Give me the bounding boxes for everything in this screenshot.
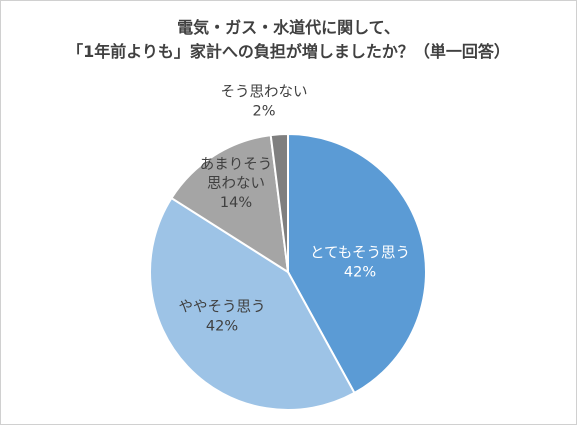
chart-title: 電気・ガス・水道代に関して、 「1年前よりも」家計への負担が増しましたか？（単一… [0, 16, 577, 64]
category-label: そう思わない [221, 84, 308, 101]
percent-label: 42% [206, 319, 238, 335]
chart-title-line-1: 電気・ガス・水道代に関して、 [177, 18, 400, 37]
slice-sou-omowanai [269, 132, 289, 273]
slice-yaya-sou-omou [149, 196, 356, 411]
slice-totemo-sou-omou [287, 132, 427, 395]
slice-amari-sou-omowanai-label: あまりそう思わない 14% [200, 156, 273, 211]
chart-title-line-2: 「1年前よりも」家計への負担が増しましたか？（単一回答） [67, 42, 510, 61]
category-label: あまりそう [200, 156, 273, 173]
percent-label: 42% [344, 265, 376, 281]
slice-yaya-sou-omou-label: ややそう思う 42% [179, 299, 266, 335]
slice-sou-omowanai-label: そう思わない 2% [221, 84, 308, 120]
percent-label: 14% [220, 195, 252, 211]
category-label: とてもそう思う [310, 245, 410, 262]
category-label: ややそう思う [179, 299, 266, 316]
percent-label: 2% [252, 104, 275, 120]
category-label: 思わない [207, 175, 265, 192]
slice-totemo-sou-omou-label: とてもそう思う 42% [310, 245, 410, 281]
slice-amari-sou-omowanai [170, 133, 290, 274]
